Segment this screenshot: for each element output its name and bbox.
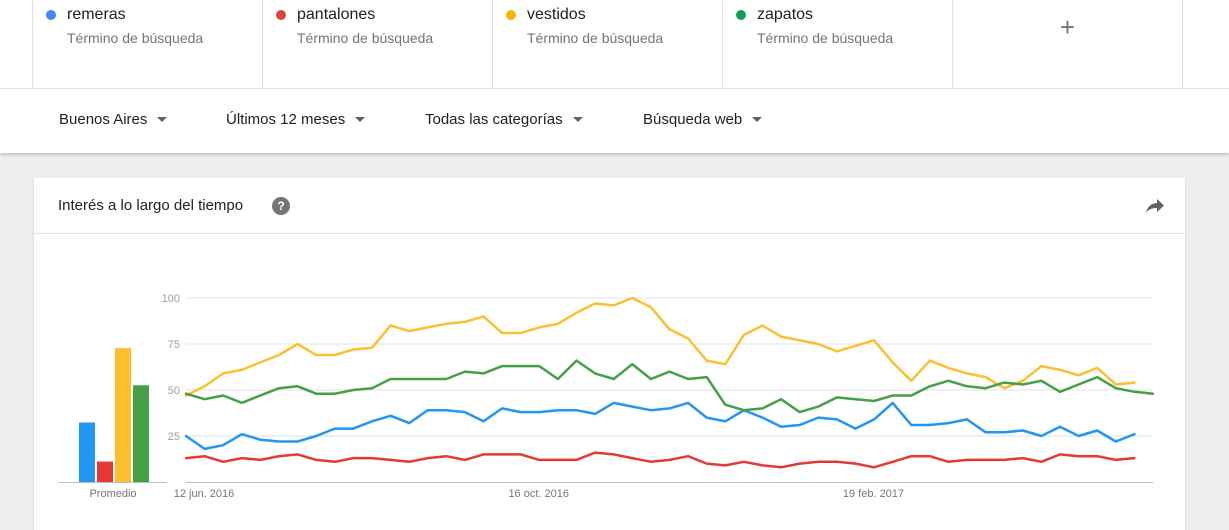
avg-xlabel: Promedio [89,488,136,500]
term-color-dot [46,10,56,20]
term-color-dot [276,10,286,20]
caret-down-icon [157,117,168,122]
x-tick-label: 19 feb. 2017 [843,488,904,500]
term-type: Término de búsqueda [757,30,894,46]
x-tick-label: 12 jun. 2016 [174,488,235,500]
filters-bar: Buenos Aires Últimos 12 meses Todas las … [0,89,1229,153]
term-card-vestidos[interactable]: vestidos Término de búsqueda [493,0,723,89]
term-card-remeras[interactable]: remeras Término de búsqueda [33,0,263,89]
card-header: Interés a lo largo del tiempo ? [34,178,1185,234]
series-line-vestidos [184,296,1136,397]
term-type: Término de búsqueda [67,30,204,46]
avg-bar-remeras [79,422,95,482]
time-range-label: Últimos 12 meses [226,111,346,128]
term-color-dot [506,10,516,20]
term-name: vestidos [527,6,586,23]
term-type: Término de búsqueda [297,30,434,46]
region-dropdown[interactable]: Buenos Aires [59,111,168,128]
share-icon[interactable] [1145,198,1165,214]
y-tick-label: 75 [168,339,180,351]
chart-area: Promedio 25 50 75 100 12 jun. 2016 16 oct. 201… [59,293,1155,500]
add-term-button[interactable]: + [953,0,1183,89]
y-tick-label: 50 [168,385,180,397]
plus-icon: + [1059,12,1076,42]
y-tick-label: 100 [162,293,180,305]
term-card-pantalones[interactable]: pantalones Término de búsqueda [263,0,493,89]
term-name: zapatos [757,6,814,23]
terms-left-gap [0,0,33,88]
category-dropdown[interactable]: Todas las categorías [425,111,583,128]
term-type: Término de búsqueda [527,30,664,46]
x-tick-label: 16 oct. 2016 [508,488,569,500]
card-title: Interés a lo largo del tiempo [58,197,244,214]
y-tick-label: 25 [168,431,180,443]
series-line-pantalones [184,451,1136,469]
search-terms-bar: remeras Término de búsqueda pantalones T… [0,0,1229,89]
time-range-dropdown[interactable]: Últimos 12 meses [226,111,366,128]
search-type-dropdown[interactable]: Búsqueda web [643,111,763,128]
caret-down-icon [355,117,366,122]
avg-bar-vestidos [115,348,131,482]
series-line-remeras [184,401,1136,451]
term-name: remeras [67,6,126,23]
series-line-zapatos [184,359,1155,414]
avg-bar-zapatos [133,385,149,482]
interest-over-time-card: Interés a lo largo del tiempo ? Promedio… [34,178,1185,530]
term-name: pantalones [297,6,376,23]
category-label: Todas las categorías [425,111,563,128]
avg-bar-pantalones [97,461,113,482]
caret-down-icon [572,117,583,122]
search-type-label: Búsqueda web [643,111,743,128]
help-icon[interactable]: ? [272,197,290,215]
caret-down-icon [752,117,763,122]
term-card-zapatos[interactable]: zapatos Término de búsqueda [723,0,953,89]
region-label: Buenos Aires [59,111,148,128]
term-color-dot [736,10,746,20]
